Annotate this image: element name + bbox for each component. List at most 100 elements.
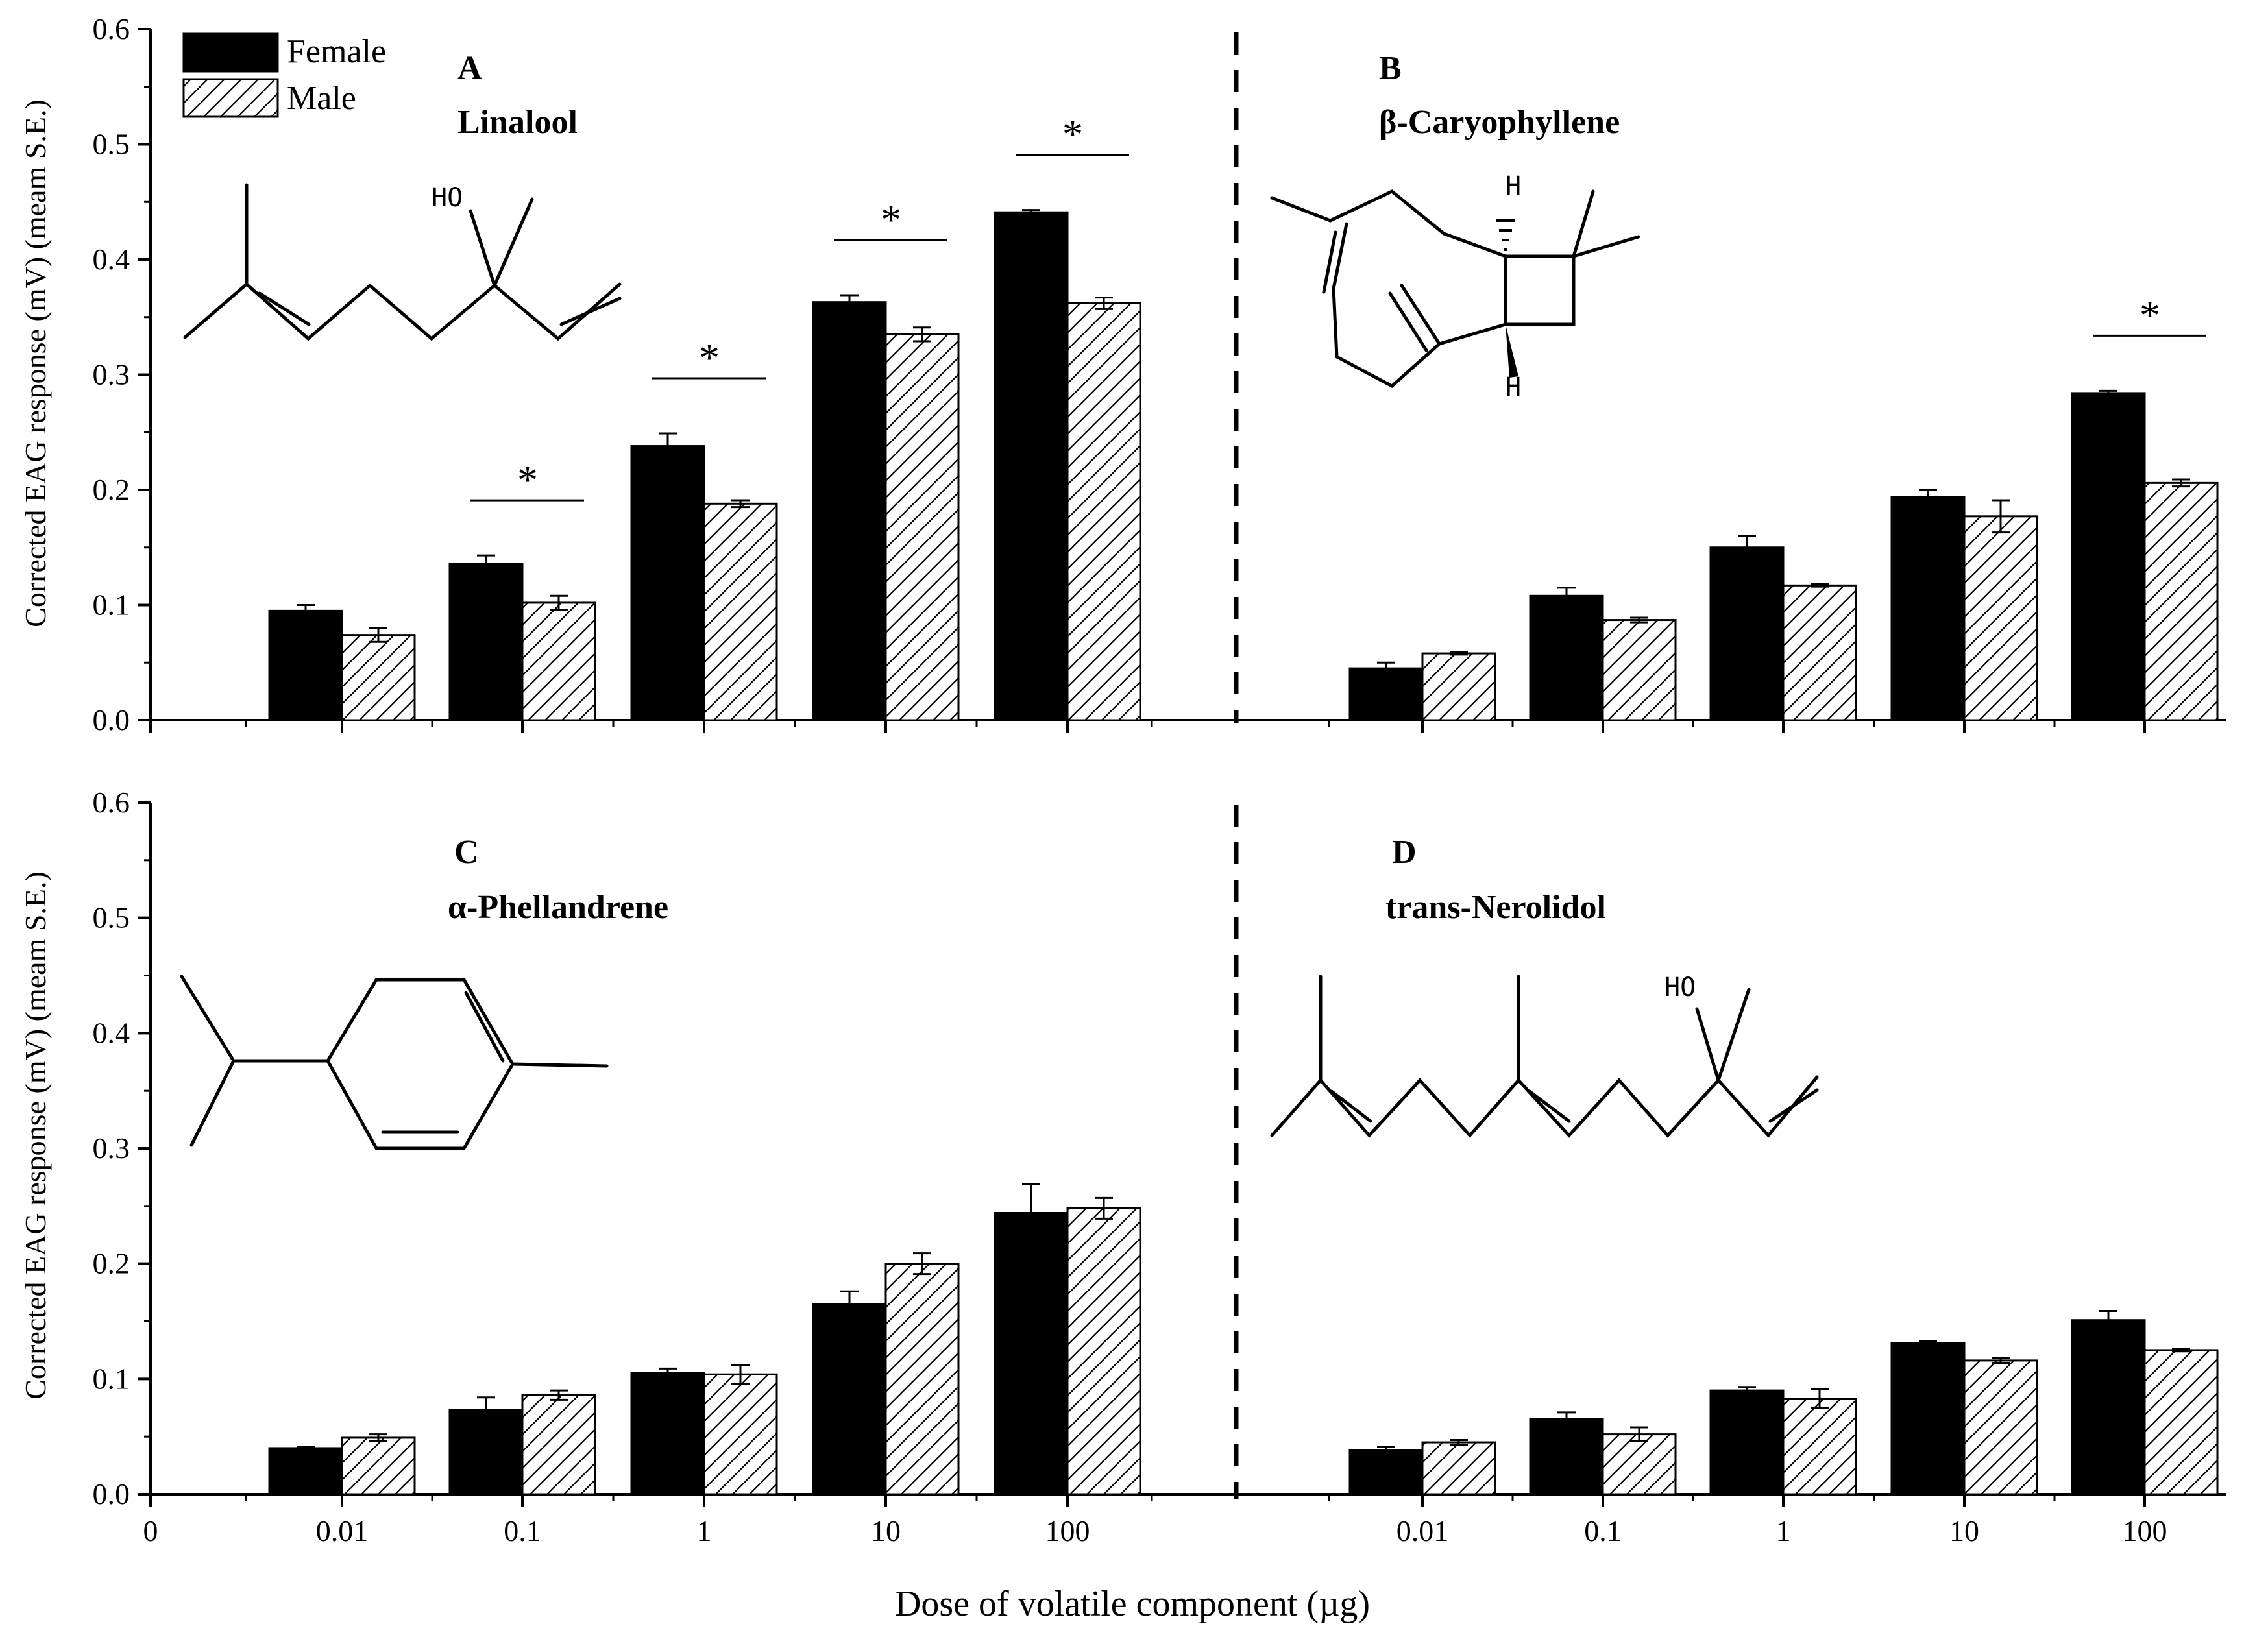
y-tick-label: 0.2	[93, 1247, 130, 1280]
bar-female-d-4	[2071, 1319, 2146, 1496]
panel-letter-b: B	[1379, 50, 1402, 87]
bar-male-a-2	[703, 502, 778, 721]
bar-female-a-0	[268, 609, 343, 721]
caryophyllene-wedge-bond	[1506, 324, 1518, 378]
bar-male-b-0	[1421, 652, 1496, 721]
y-tick-label: 0.4	[93, 1016, 130, 1049]
nerolidol-structure	[1270, 975, 1819, 1138]
bar-female-b-4	[2071, 392, 2146, 721]
x-tick-label: 1	[697, 1514, 712, 1547]
linalool-ho-label: HO	[432, 183, 463, 213]
compound-name-linalool: Linalool	[457, 104, 578, 141]
y-tick-label: 0.4	[93, 243, 130, 276]
y-tick-label: 0.3	[93, 1132, 130, 1165]
y-tick-label: 0.2	[93, 473, 130, 506]
x-tick-label: 0.1	[504, 1514, 541, 1547]
bar-female-c-0	[268, 1447, 343, 1496]
bar-male-a-4	[1066, 302, 1141, 721]
bar-male-b-2	[1782, 584, 1857, 721]
phellandrene-structure	[180, 975, 609, 1150]
x-tick-label: 0.01	[316, 1514, 369, 1547]
bar-female-b-2	[1709, 546, 1785, 721]
bar-female-b-1	[1529, 594, 1604, 721]
bar-female-b-3	[1890, 496, 1966, 721]
bar-female-a-3	[812, 301, 887, 721]
x-tick-label: 100	[1045, 1514, 1090, 1547]
bar-female-a-2	[630, 445, 705, 721]
panel-c-bars	[268, 1183, 1141, 1496]
bar-male-d-0	[1421, 1441, 1496, 1496]
x-tick-label: 100	[2123, 1514, 2167, 1547]
bar-male-d-3	[1963, 1359, 2038, 1496]
bar-male-c-4	[1066, 1207, 1141, 1496]
x-tick-label: 0.1	[1584, 1514, 1622, 1547]
axes-layer: 0.0 0.1 0.2 0.3 0.4 0.5 0.6 0.0 0.1 0.2 0.3 0.4 0.5 0…	[93, 12, 2226, 1547]
compound-name-nerolidol: trans-Nerolidol	[1385, 889, 1606, 926]
y-axis-label-bottom: Corrected EAG response (mV) (meam S.E.)	[19, 871, 52, 1400]
bar-female-d-0	[1348, 1449, 1424, 1496]
legend: Female Male	[182, 32, 386, 118]
panel-a-bars: * * * *	[268, 112, 1141, 721]
panel-b-bars: *	[1348, 292, 2219, 721]
bar-male-c-3	[884, 1263, 960, 1496]
y-tick-label: 0.6	[93, 12, 130, 45]
bar-female-b-0	[1348, 667, 1424, 721]
compound-name-phellandrene: α-Phellandrene	[448, 889, 668, 926]
legend-swatch-male	[182, 78, 279, 118]
bar-male-b-4	[2143, 481, 2219, 721]
bar-male-d-2	[1782, 1398, 1857, 1496]
panel-letter-c: C	[454, 834, 479, 871]
legend-label-female: Female	[287, 33, 386, 70]
caryophyllene-h-top-label: H	[1506, 171, 1521, 201]
nerolidol-ho-label: HO	[1664, 973, 1696, 1002]
bar-female-c-4	[994, 1211, 1069, 1496]
legend-label-male: Male	[287, 80, 356, 117]
y-tick-label: 0.5	[93, 128, 130, 161]
bar-male-a-3	[884, 333, 960, 721]
bar-female-c-2	[630, 1372, 705, 1496]
y-tick-label: 0.3	[93, 358, 130, 391]
y-tick-label: 0.5	[93, 901, 130, 934]
bar-male-a-0	[341, 634, 416, 721]
bar-female-d-1	[1529, 1418, 1604, 1496]
compound-name-caryophyllene: β-Caryophyllene	[1379, 104, 1620, 141]
bar-male-b-1	[1602, 619, 1677, 721]
bar-female-d-2	[1709, 1389, 1785, 1496]
y-tick-label: 0.1	[93, 588, 130, 622]
x-tick-label: 1	[1776, 1514, 1791, 1547]
x-tick-label: 10	[1949, 1514, 1979, 1547]
caryophyllene-h-bottom-label: H	[1506, 372, 1521, 402]
bar-female-c-3	[812, 1303, 887, 1496]
bars-layer: * * * * *	[268, 112, 2219, 1496]
bar-female-d-3	[1890, 1342, 1966, 1496]
x-tick-label: 10	[871, 1514, 901, 1547]
x-tick-label-zero: 0	[143, 1514, 158, 1547]
bar-male-d-4	[2143, 1349, 2219, 1496]
linalool-structure	[183, 183, 622, 341]
bar-female-a-1	[448, 563, 524, 721]
bar-male-b-3	[1963, 515, 2038, 721]
y-axis-label-top: Corrected EAG response (mV) (meam S.E.)	[19, 99, 52, 627]
x-tick-label: 0.01	[1396, 1514, 1449, 1547]
panel-letter-d: D	[1392, 834, 1417, 871]
y-tick-label: 0.0	[93, 703, 130, 736]
bar-female-a-4	[994, 211, 1069, 721]
caryophyllene-hash-bond	[1496, 219, 1515, 251]
bar-male-c-1	[521, 1394, 596, 1496]
bar-male-c-0	[341, 1436, 416, 1496]
y-tick-label: 0.6	[93, 786, 130, 819]
bar-male-c-2	[703, 1373, 778, 1496]
significance-marker: *	[1062, 112, 1083, 158]
legend-swatch-female	[182, 32, 279, 73]
bar-male-d-1	[1602, 1433, 1677, 1496]
panel-d-bars	[1348, 1310, 2219, 1496]
x-axis-label: Dose of volatile component (µg)	[895, 1584, 1370, 1624]
significance-marker: *	[699, 335, 720, 381]
panel-letter-a: A	[457, 50, 482, 87]
significance-marker: *	[2140, 292, 2160, 338]
y-tick-label: 0.1	[93, 1362, 130, 1395]
significance-marker: *	[517, 457, 538, 503]
caryophyllene-structure	[1270, 189, 1640, 389]
bar-male-a-1	[521, 601, 596, 721]
